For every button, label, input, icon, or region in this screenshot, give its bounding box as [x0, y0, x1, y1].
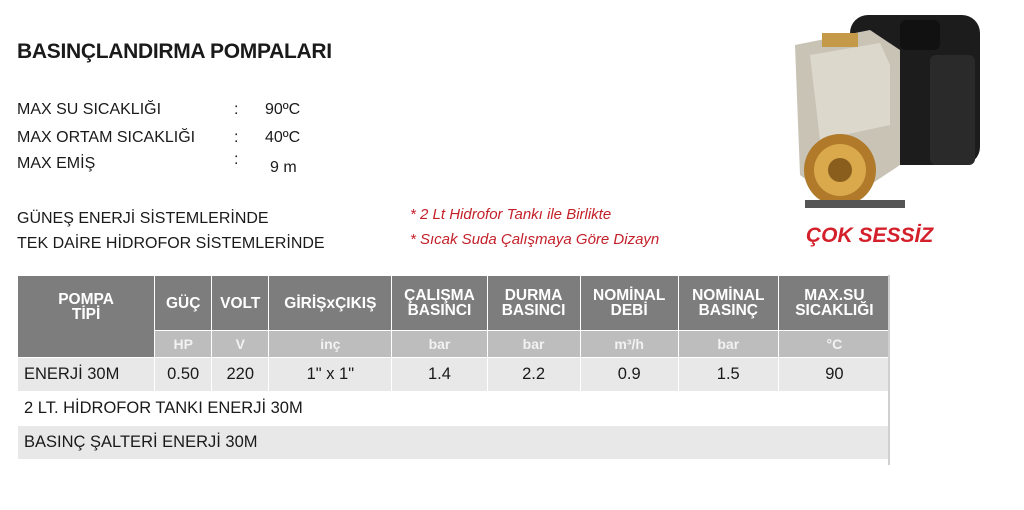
spec-label: MAX SU SICAKLIĞI: [17, 101, 162, 118]
value-cell: 0.9: [580, 358, 678, 391]
unit-cell: bar: [678, 331, 778, 357]
value-cell: 220: [212, 358, 269, 391]
table-unit-row: HP V inç bar bar m³/h bar °C: [18, 331, 890, 357]
col-header-working-pressure: ÇALIŞMA BASINCI: [392, 276, 487, 330]
pump-name-cell: ENERJİ 30M: [18, 358, 155, 391]
value-cell: 1" x 1": [269, 358, 392, 391]
table-row: BASINÇ ŞALTERİ ENERJİ 30M: [18, 426, 890, 459]
very-quiet-badge: ÇOK SESSİZ: [806, 224, 934, 247]
value-cell: 0.50: [155, 358, 212, 391]
col-header-max-water-temp: MAX.SU SICAKLIĞI: [778, 276, 890, 330]
spec-label: MAX EMİŞ: [17, 155, 96, 172]
table-header-row: POMPA TİPİ GÜÇ VOLT GİRİŞxÇIKIŞ ÇALIŞMA …: [18, 276, 890, 357]
spec-sep: :: [234, 101, 239, 118]
spec-value: 40ºC: [265, 129, 301, 146]
unit-cell: inç: [269, 331, 392, 357]
pump-product-image: [795, 15, 980, 208]
value-cell: 1.4: [392, 358, 487, 391]
col-header-nominal-flow: NOMİNAL DEBİ: [580, 276, 678, 330]
table-row: 2 LT. HİDROFOR TANKI ENERJİ 30M: [18, 392, 890, 425]
unit-cell: HP: [155, 331, 212, 357]
value-cell: 90: [778, 358, 890, 391]
col-header-inlet-outlet: GİRİŞxÇIKIŞ: [269, 276, 392, 330]
unit-cell: bar: [392, 331, 487, 357]
feature-note: * Sıcak Suda Çalışmaya Göre Dizayn: [410, 231, 660, 248]
spec-value: 9 m: [270, 159, 297, 176]
col-header-nominal-pressure: NOMİNAL BASINÇ: [678, 276, 778, 330]
table-row: ENERJİ 30M 0.50 220 1" x 1" 1.4 2.2 0.9 …: [18, 358, 890, 391]
col-header-pump-type: POMPA TİPİ: [18, 276, 155, 357]
spec-value: 90ºC: [265, 101, 301, 118]
col-header-volt: VOLT: [212, 276, 269, 330]
unit-cell: m³/h: [580, 331, 678, 357]
col-header-stop-pressure: DURMA BASINCI: [487, 276, 580, 330]
spec-table: POMPA TİPİ GÜÇ VOLT GİRİŞxÇIKIŞ ÇALIŞMA …: [17, 275, 891, 460]
page-title: BASINÇLANDIRMA POMPALARI: [17, 40, 332, 63]
system-line: TEK DAİRE HİDROFOR SİSTEMLERİNDE: [17, 235, 325, 252]
header-label: POMPA TİPİ: [58, 290, 114, 323]
unit-cell: bar: [487, 331, 580, 357]
value-cell: 2.2: [487, 358, 580, 391]
table-right-border: [888, 275, 890, 465]
unit-cell: V: [212, 331, 269, 357]
spec-sep: :: [234, 129, 239, 146]
feature-note: * 2 Lt Hidrofor Tankı ile Birlikte: [410, 206, 612, 223]
col-header-power: GÜÇ: [155, 276, 212, 330]
value-cell: 1.5: [678, 358, 778, 391]
accessory-cell: BASINÇ ŞALTERİ ENERJİ 30M: [18, 426, 890, 459]
accessory-cell: 2 LT. HİDROFOR TANKI ENERJİ 30M: [18, 392, 890, 425]
spec-sep: :: [234, 151, 239, 168]
system-line: GÜNEŞ ENERJİ SİSTEMLERİNDE: [17, 210, 269, 227]
unit-cell: °C: [778, 331, 890, 357]
spec-label: MAX ORTAM SICAKLIĞI: [17, 129, 196, 146]
